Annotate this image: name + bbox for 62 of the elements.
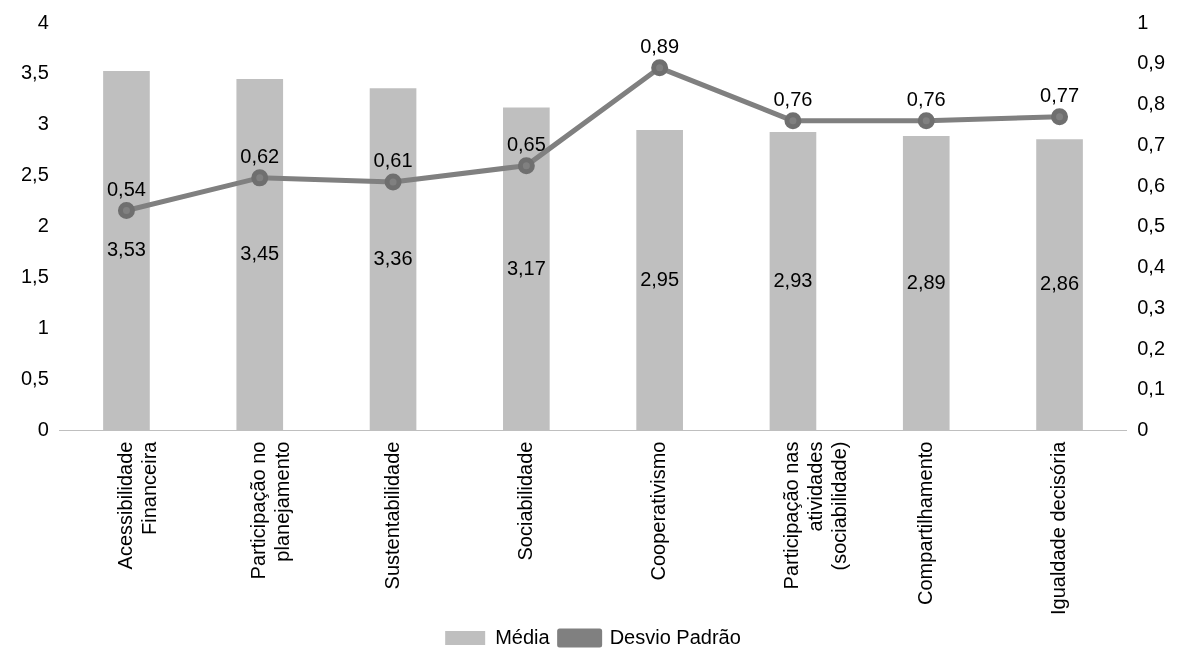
y2-tick-label: 0,4 <box>1137 255 1166 278</box>
x-tick-label: Participação no planejamento <box>247 441 294 580</box>
bar <box>369 88 417 431</box>
legend-label: Desvio Padrão <box>609 625 741 648</box>
y-tick-label: 1,5 <box>20 265 49 288</box>
data-label: 2,93 <box>773 268 813 291</box>
data-label: 2,95 <box>640 267 680 290</box>
x-tick-label: Acessibilidade Financeira <box>113 440 160 570</box>
y-tick-label: 0 <box>37 418 49 441</box>
y2-tick-label: 0,1 <box>1137 377 1166 400</box>
y-tick-label: 2 <box>37 214 49 237</box>
y-tick-label: 3 <box>37 112 49 135</box>
bar <box>769 132 817 431</box>
legend-label: Média <box>495 625 551 648</box>
data-label: 0,89 <box>640 35 680 58</box>
data-label: 0,54 <box>106 177 146 200</box>
point <box>1051 108 1069 126</box>
x-tick-label: Sociabilidade <box>513 441 536 561</box>
y2-tick-label: 0,3 <box>1137 295 1166 318</box>
point <box>651 59 669 77</box>
y-tick-label: 0,5 <box>20 367 49 390</box>
y2-tick-label: 0 <box>1137 418 1149 441</box>
point <box>517 157 535 175</box>
bar <box>236 79 284 431</box>
bar <box>902 136 950 431</box>
data-label: 3,17 <box>506 256 546 279</box>
y-tick-label: 1 <box>37 316 49 339</box>
y2-tick-label: 1 <box>1137 10 1149 33</box>
data-label: 2,89 <box>906 270 946 293</box>
data-label: 0,76 <box>773 88 813 111</box>
y2-tick-label: 0,7 <box>1137 132 1166 155</box>
y2-tick-label: 0,6 <box>1137 173 1166 196</box>
x-tick-label: Cooperativismo <box>647 441 670 581</box>
point <box>251 169 269 187</box>
data-label: 3,36 <box>373 246 413 269</box>
y-tick-label: 2,5 <box>20 163 49 186</box>
bar <box>103 70 150 431</box>
x-tick-label: Sustentabilidade <box>380 441 403 590</box>
data-label: 3,45 <box>240 242 280 265</box>
y2-tick-label: 0,8 <box>1137 92 1166 115</box>
point <box>917 112 935 130</box>
bar <box>503 107 550 431</box>
point <box>784 112 802 130</box>
bar <box>636 129 683 431</box>
data-label: 3,53 <box>106 238 146 261</box>
x-tick-label: Compartilhamento <box>913 441 936 605</box>
data-label: 0,65 <box>506 133 546 156</box>
point <box>117 201 135 219</box>
point <box>384 173 402 191</box>
data-label: 0,76 <box>906 88 946 111</box>
y-tick-label: 3,5 <box>20 61 49 84</box>
y-tick-label: 4 <box>37 10 49 33</box>
bar <box>1036 139 1083 431</box>
y2-tick-label: 0,2 <box>1137 336 1166 359</box>
x-tick-label: Participação nas atividades (sociabilidade) <box>780 441 851 590</box>
y2-tick-label: 0,5 <box>1137 214 1166 237</box>
data-label: 0,77 <box>1040 84 1080 107</box>
data-label: 2,86 <box>1040 272 1080 295</box>
y2-tick-label: 0,9 <box>1137 51 1166 74</box>
data-label: 0,61 <box>373 149 413 172</box>
data-label: 0,62 <box>240 145 280 168</box>
x-tick-label: Igualdade decisória <box>1047 440 1070 616</box>
